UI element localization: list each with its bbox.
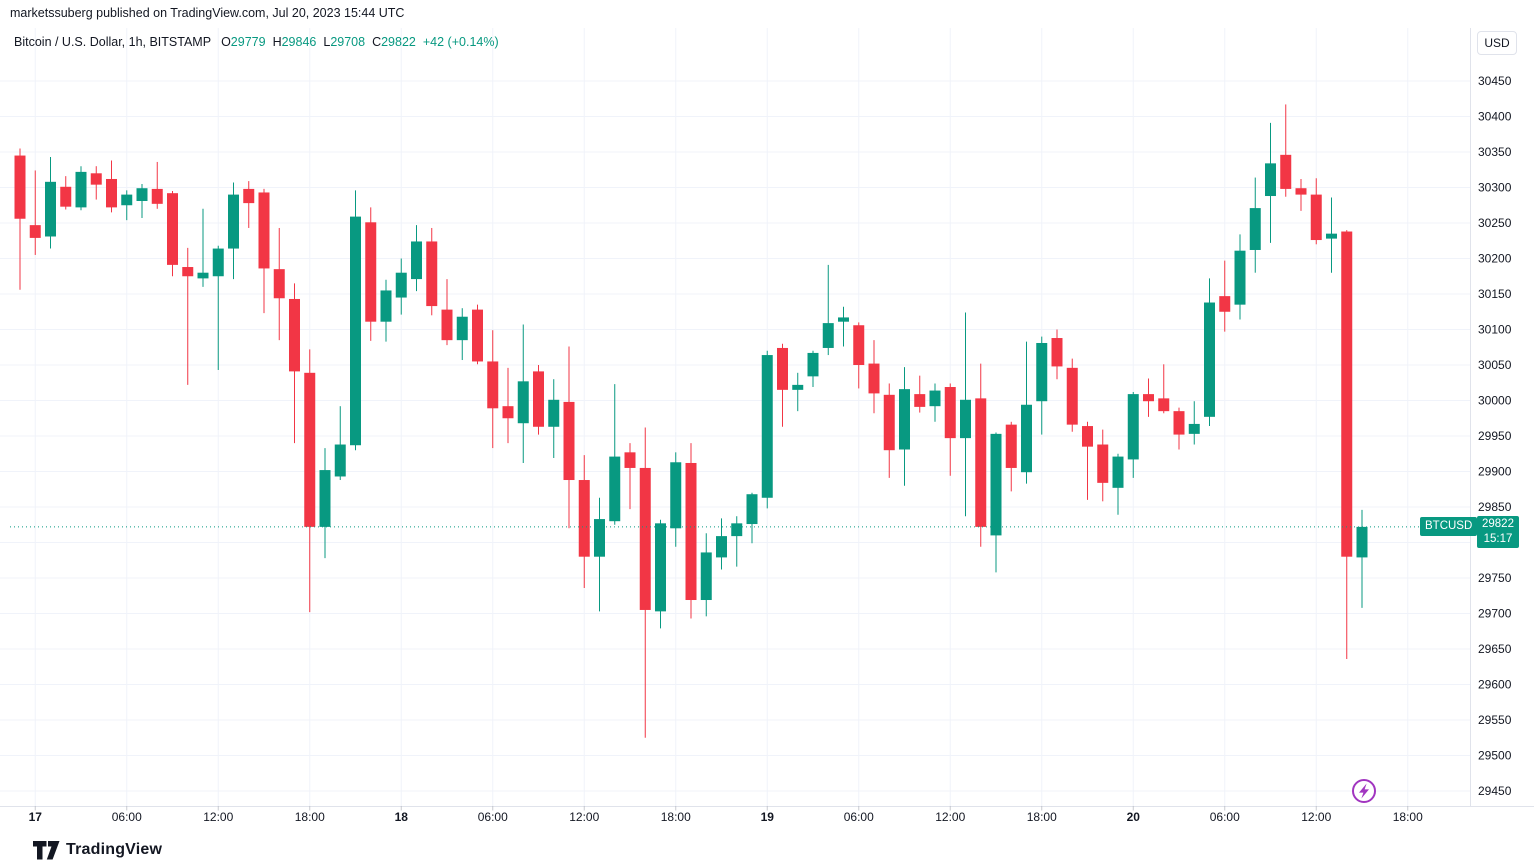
svg-text:20: 20 bbox=[1127, 810, 1141, 824]
price-line-symbol-badge: BTCUSD bbox=[1420, 517, 1478, 536]
svg-text:12:00: 12:00 bbox=[569, 810, 599, 824]
svg-text:30300: 30300 bbox=[1478, 181, 1512, 195]
svg-text:30150: 30150 bbox=[1478, 287, 1512, 301]
svg-text:30250: 30250 bbox=[1478, 216, 1512, 230]
svg-text:19: 19 bbox=[761, 810, 775, 824]
svg-text:30050: 30050 bbox=[1478, 358, 1512, 372]
svg-text:18:00: 18:00 bbox=[661, 810, 691, 824]
price-axis[interactable]: 30450 30400 30350 30300 30250 30200 30150 30100… bbox=[1478, 74, 1512, 798]
svg-text:30400: 30400 bbox=[1478, 110, 1512, 124]
svg-text:12:00: 12:00 bbox=[203, 810, 233, 824]
svg-text:06:00: 06:00 bbox=[844, 810, 874, 824]
time-axis[interactable]: 17 06:00 12:00 18:00 18 06:00 12:00 18:00 19 06:0… bbox=[29, 806, 1424, 824]
footer-bar: TradingView bbox=[0, 833, 1534, 867]
svg-text:12:00: 12:00 bbox=[1301, 810, 1331, 824]
svg-text:18:00: 18:00 bbox=[1027, 810, 1057, 824]
published-line: marketssuberg published on TradingView.c… bbox=[10, 6, 405, 20]
legend-high: H29846 bbox=[272, 35, 317, 49]
publish-header: marketssuberg published on TradingView.c… bbox=[0, 0, 1534, 28]
currency-unit-button[interactable]: USD bbox=[1477, 31, 1517, 55]
realtime-lightning-icon[interactable] bbox=[1352, 779, 1376, 803]
svg-text:29500: 29500 bbox=[1478, 749, 1512, 763]
svg-text:06:00: 06:00 bbox=[478, 810, 508, 824]
svg-text:12:00: 12:00 bbox=[935, 810, 965, 824]
legend-change: +42 (+0.14%) bbox=[422, 35, 499, 49]
svg-text:06:00: 06:00 bbox=[112, 810, 142, 824]
svg-text:30350: 30350 bbox=[1478, 145, 1512, 159]
legend-close: C29822 bbox=[372, 35, 416, 49]
last-price-value: 29822 bbox=[1482, 518, 1514, 530]
svg-text:29550: 29550 bbox=[1478, 713, 1512, 727]
svg-text:06:00: 06:00 bbox=[1210, 810, 1240, 824]
svg-text:29700: 29700 bbox=[1478, 607, 1512, 621]
last-price-badge: 29822 15:17 bbox=[1477, 516, 1519, 548]
brand-text: TradingView bbox=[66, 841, 163, 858]
svg-text:18:00: 18:00 bbox=[1393, 810, 1423, 824]
svg-text:30450: 30450 bbox=[1478, 74, 1512, 88]
svg-text:29950: 29950 bbox=[1478, 429, 1512, 443]
tradingview-logo[interactable]: TradingView bbox=[33, 840, 163, 860]
svg-text:29600: 29600 bbox=[1478, 678, 1512, 692]
svg-text:17: 17 bbox=[29, 810, 43, 824]
svg-text:29900: 29900 bbox=[1478, 465, 1512, 479]
svg-text:18: 18 bbox=[395, 810, 409, 824]
grid-lines bbox=[0, 28, 1470, 806]
tradingview-logo-icon bbox=[33, 840, 60, 859]
svg-text:29750: 29750 bbox=[1478, 571, 1512, 585]
countdown-timer: 15:17 bbox=[1483, 533, 1513, 545]
svg-text:29450: 29450 bbox=[1478, 784, 1512, 798]
svg-text:30200: 30200 bbox=[1478, 252, 1512, 266]
chart-legend: Bitcoin / U.S. Dollar, 1h, BITSTAMP O297… bbox=[14, 33, 499, 51]
legend-open: O29779 bbox=[221, 35, 266, 49]
svg-text:30000: 30000 bbox=[1478, 394, 1512, 408]
candlesticks bbox=[14, 104, 1368, 738]
svg-text:18:00: 18:00 bbox=[295, 810, 325, 824]
svg-text:29650: 29650 bbox=[1478, 642, 1512, 656]
svg-text:30100: 30100 bbox=[1478, 323, 1512, 337]
svg-text:29850: 29850 bbox=[1478, 500, 1512, 514]
symbol-title: Bitcoin / U.S. Dollar, 1h, BITSTAMP bbox=[14, 35, 212, 49]
legend-low: L29708 bbox=[323, 35, 366, 49]
